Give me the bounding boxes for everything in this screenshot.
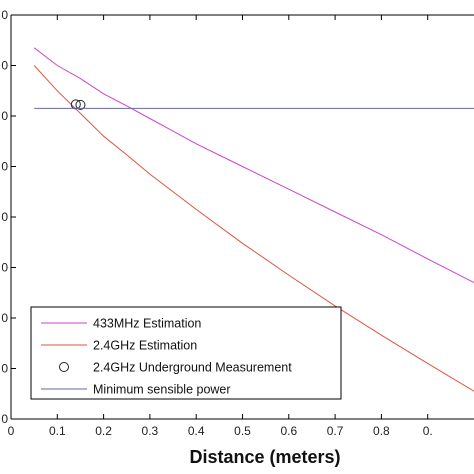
x-tick-label-4: 0.3 <box>142 424 159 438</box>
legend-label-1: 433MHz Estimation <box>93 317 201 331</box>
y-tick-label-9: 0 <box>1 8 8 22</box>
legend-marker-3 <box>59 362 69 372</box>
legend-label-4: Minimum sensible power <box>93 383 231 397</box>
y-tick-label-7: 0 <box>1 109 8 123</box>
y-tick-label-8: 0 <box>1 59 8 73</box>
y-tick-label-6: 0 <box>1 160 8 174</box>
y-tick-label-3: 0 <box>1 311 8 325</box>
x-tick-label-7: 0.6 <box>280 424 297 438</box>
y-tick-label-4: 0 <box>1 261 8 275</box>
series-line-2 <box>33 65 474 392</box>
x-tick-label-1: 0 <box>8 424 15 438</box>
x-tick-label-8: 0.7 <box>327 424 344 438</box>
series-layer <box>33 47 474 392</box>
legend-label-3: 2.4GHz Underground Measurement <box>93 361 292 375</box>
legend: 433MHz Estimation 2.4GHz Estimation 2.4GHz… <box>30 306 342 400</box>
y-tick-label-2: 0 <box>1 362 8 376</box>
y-tick-label-5: 0 <box>1 210 8 224</box>
legend-box <box>30 306 342 400</box>
series-line-1 <box>33 47 474 284</box>
y-tick-label-1: 0 <box>1 412 8 426</box>
x-axis-title: Distance (meters) <box>189 447 340 467</box>
x-tick-label-6: 0.5 <box>234 424 251 438</box>
x-tick-label-10: 0. <box>423 424 433 438</box>
x-tick-label-3: 0.2 <box>95 424 112 438</box>
x-tick-label-5: 0.4 <box>188 424 205 438</box>
data-point-3-2 <box>75 99 86 110</box>
legend-label-2: 2.4GHz Estimation <box>93 339 197 353</box>
x-tick-label-9: 0.8 <box>373 424 390 438</box>
x-tick-label-2: 0.1 <box>49 424 66 438</box>
